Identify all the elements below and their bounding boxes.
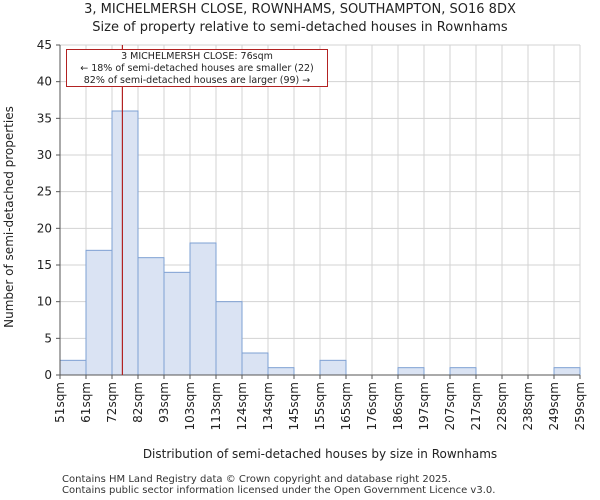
x-tick-label: 186sqm bbox=[391, 382, 405, 430]
y-tick-label: 40 bbox=[37, 75, 52, 89]
footer-line-2: Contains public sector information licen… bbox=[62, 485, 496, 496]
x-tick-label: 259sqm bbox=[573, 382, 587, 430]
bar-103sqm bbox=[189, 242, 217, 376]
bar-124sqm bbox=[241, 352, 269, 376]
y-tick-label: 25 bbox=[37, 185, 52, 199]
x-tick-label: 103sqm bbox=[183, 382, 197, 430]
bars bbox=[59, 110, 581, 376]
x-axis-label: Distribution of semi-detached houses by … bbox=[143, 447, 497, 461]
bar-82sqm bbox=[137, 257, 165, 376]
y-tick-label: 15 bbox=[37, 258, 52, 272]
x-tick-label: 93sqm bbox=[157, 382, 171, 423]
bar-93sqm bbox=[163, 271, 191, 376]
x-tick-label: 238sqm bbox=[521, 382, 535, 430]
bar-186sqm bbox=[397, 367, 425, 376]
chart-subtitle: Size of property relative to semi-detach… bbox=[92, 20, 508, 35]
marker-annotation: 3 MICHELMERSH CLOSE: 76sqm ← 18% of semi… bbox=[66, 49, 328, 87]
x-tick-label: 207sqm bbox=[443, 382, 457, 430]
y-tick-labels: 0 5 10 15 20 25 30 35 40 45 bbox=[37, 38, 52, 382]
axes bbox=[56, 44, 581, 379]
y-tick-label: 45 bbox=[37, 38, 52, 52]
y-tick-label: 30 bbox=[37, 148, 52, 162]
chart-title: 3, MICHELMERSH CLOSE, ROWNHAMS, SOUTHAMP… bbox=[84, 2, 516, 17]
x-tick-label: 176sqm bbox=[365, 382, 379, 430]
bar-72sqm bbox=[111, 110, 139, 376]
y-tick-label: 10 bbox=[37, 295, 52, 309]
bar-51sqm bbox=[59, 359, 87, 376]
y-tick-label: 0 bbox=[44, 368, 52, 382]
x-tick-label: 155sqm bbox=[313, 382, 327, 430]
x-tick-label: 134sqm bbox=[261, 382, 275, 430]
bar-249sqm bbox=[553, 367, 581, 376]
y-axis-label: Number of semi-detached properties bbox=[2, 106, 16, 328]
x-tick-label: 197sqm bbox=[417, 382, 431, 430]
x-tick-label: 217sqm bbox=[469, 382, 483, 430]
bar-207sqm bbox=[449, 367, 477, 376]
x-tick-label: 113sqm bbox=[209, 382, 223, 430]
x-tick-label: 61sqm bbox=[79, 382, 93, 423]
x-tick-label: 249sqm bbox=[547, 382, 561, 430]
bar-155sqm bbox=[319, 359, 347, 376]
footer-line-1: Contains HM Land Registry data © Crown c… bbox=[62, 474, 451, 485]
x-tick-labels: 51sqm 61sqm 72sqm 82sqm 93sqm 103sqm 113sqm 124… bbox=[53, 382, 587, 430]
bar-113sqm bbox=[215, 301, 243, 376]
annotation-line-3: 82% of semi-detached houses are larger (… bbox=[83, 75, 311, 86]
x-tick-label: 51sqm bbox=[53, 382, 67, 423]
annotation-line-2: ← 18% of semi-detached houses are smalle… bbox=[80, 63, 314, 74]
x-tick-label: 72sqm bbox=[105, 382, 119, 423]
y-tick-label: 5 bbox=[44, 331, 52, 345]
y-tick-label: 35 bbox=[37, 111, 52, 125]
annotation-line-1: 3 MICHELMERSH CLOSE: 76sqm bbox=[121, 51, 273, 62]
bar-61sqm bbox=[85, 249, 113, 376]
bar-134sqm bbox=[267, 367, 295, 376]
x-tick-label: 82sqm bbox=[131, 382, 145, 423]
x-tick-label: 145sqm bbox=[287, 382, 301, 430]
x-tick-label: 228sqm bbox=[495, 382, 509, 430]
x-tick-label: 124sqm bbox=[235, 382, 249, 430]
y-tick-label: 20 bbox=[37, 221, 52, 235]
x-tick-label: 165sqm bbox=[339, 382, 353, 430]
